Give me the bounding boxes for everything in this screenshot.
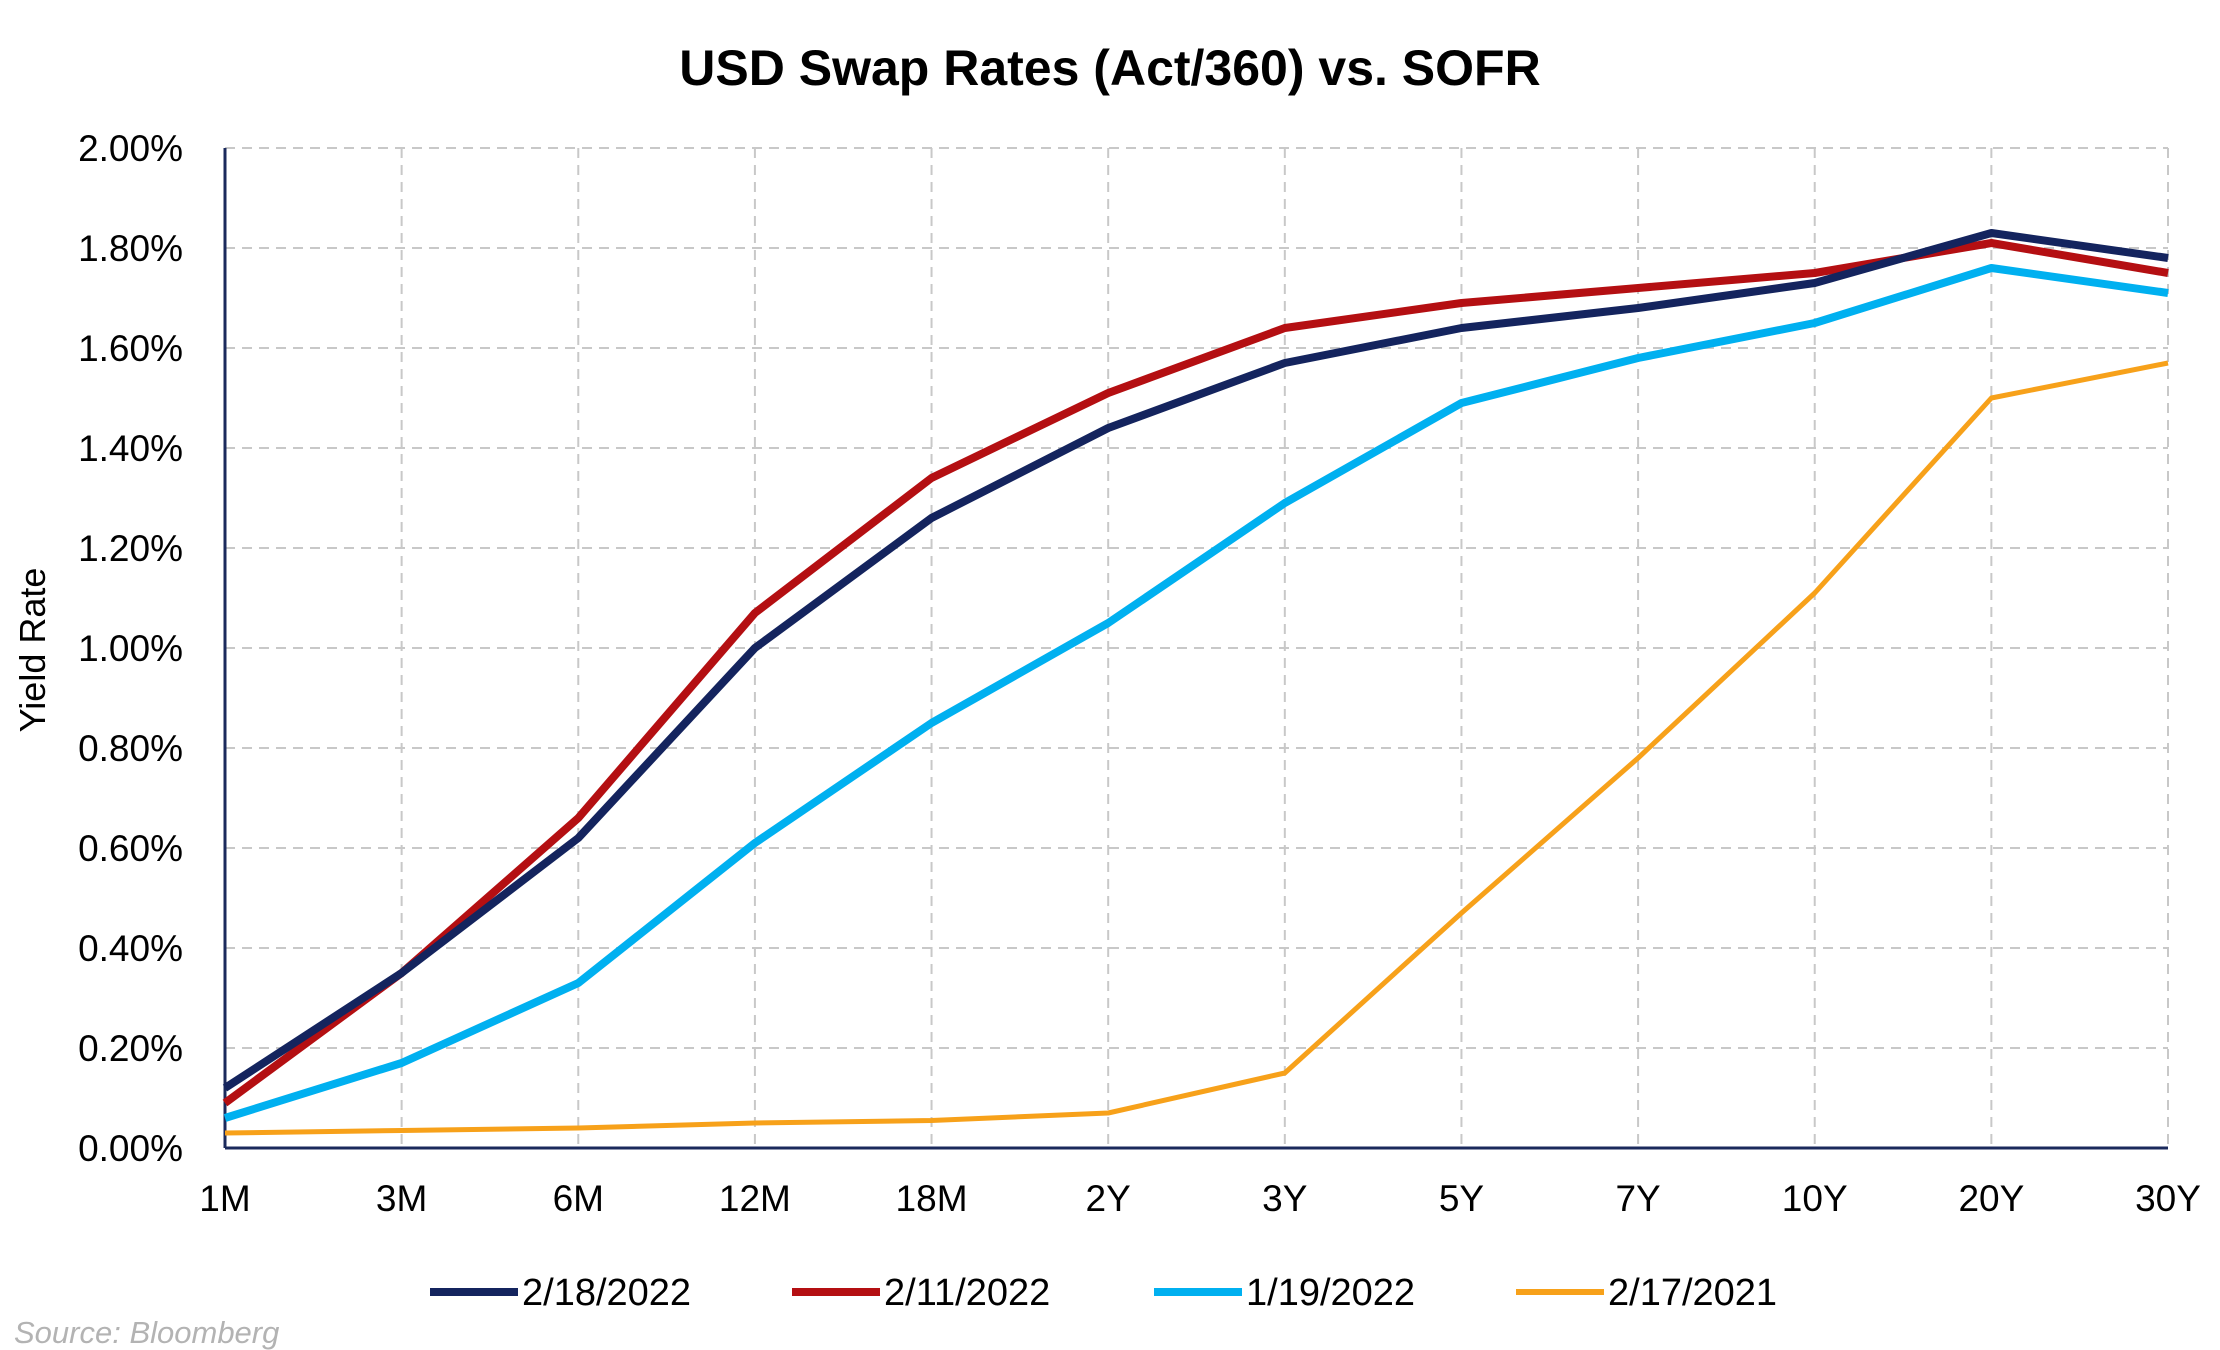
y-tick-label: 1.00%: [78, 628, 183, 669]
y-axis-label: Yield Rate: [12, 568, 53, 733]
x-tick-label: 3Y: [1262, 1178, 1307, 1219]
x-tick-label: 10Y: [1782, 1178, 1848, 1219]
series-line-3: [223, 264, 2169, 1122]
x-tick-label: 1M: [199, 1178, 250, 1219]
y-tick-label: 1.80%: [78, 228, 183, 269]
x-tick-label: 3M: [376, 1178, 427, 1219]
x-tick-label: 2Y: [1086, 1178, 1131, 1219]
y-tick-label: 1.20%: [78, 528, 183, 569]
x-axis-ticks: 1M 3M 6M 12M 18M 2Y 3Y 5Y 7Y 10Y 20Y 30Y: [199, 1178, 2201, 1219]
legend-label: 2/11/2022: [884, 1272, 1050, 1314]
x-tick-label: 7Y: [1615, 1178, 1660, 1219]
legend: 2/18/2022 2/11/2022 1/19/2022 2/17/2021: [430, 1272, 1777, 1314]
y-tick-label: 0.40%: [78, 928, 183, 969]
y-tick-label: 0.80%: [78, 728, 183, 769]
x-tick-label: 12M: [719, 1178, 791, 1219]
series-line-1: [222, 229, 2169, 1092]
legend-label: 1/19/2022: [1246, 1272, 1415, 1314]
chart-title: USD Swap Rates (Act/360) vs. SOFR: [679, 40, 1540, 96]
y-tick-label: 1.60%: [78, 328, 183, 369]
y-tick-label: 2.00%: [78, 128, 183, 169]
series-line-2: [222, 239, 2169, 1107]
legend-label: 2/18/2022: [522, 1272, 691, 1314]
series-line-4: [224, 360, 2169, 1136]
y-tick-label: 1.40%: [78, 428, 183, 469]
axes: [223, 148, 2168, 1150]
y-axis-ticks: 0.00% 0.20% 0.40% 0.60% 0.80% 1.00% 1.20% 1.40%…: [78, 128, 183, 1169]
x-tick-label: 20Y: [1958, 1178, 2024, 1219]
grid-lines: [225, 147, 2169, 1148]
legend-label: 2/17/2021: [1608, 1272, 1777, 1314]
source-note: Source: Bloomberg: [14, 1315, 279, 1350]
y-tick-label: 0.00%: [78, 1128, 183, 1169]
data-series: [222, 229, 2169, 1136]
x-tick-label: 18M: [896, 1178, 968, 1219]
y-tick-label: 0.60%: [78, 828, 183, 869]
x-tick-label: 5Y: [1439, 1178, 1484, 1219]
x-tick-label: 30Y: [2135, 1178, 2201, 1219]
x-tick-label: 6M: [553, 1178, 604, 1219]
y-tick-label: 0.20%: [78, 1028, 183, 1069]
